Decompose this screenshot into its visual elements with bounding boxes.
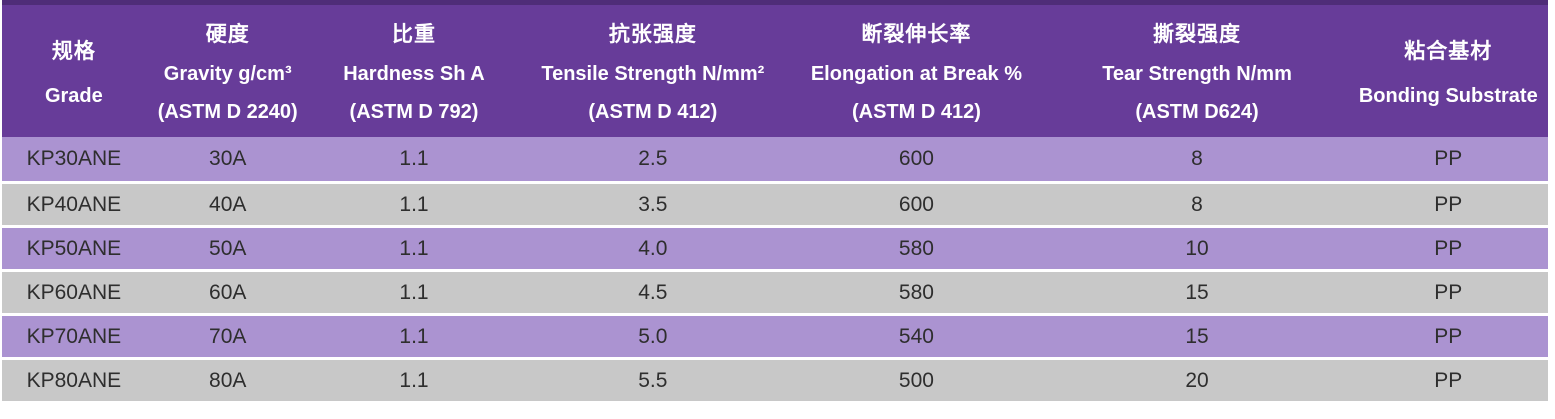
cell-tear: 15 [1045, 313, 1349, 357]
col-header-tear-strength-astm: (ASTM D624) [1135, 101, 1259, 123]
col-header-hardness-cn: 比重 [391, 23, 436, 46]
cell-hardness: 1.1 [309, 181, 519, 225]
col-header-elongation-astm: (ASTM D 412) [851, 101, 981, 123]
cell-tensile: 5.0 [518, 313, 788, 357]
col-header-tensile-strength: 抗张强度 Tensile Strength N/mm² (ASTM D 412) [518, 5, 788, 137]
cell-gravity: 60A [145, 269, 310, 313]
col-header-hardness-en: Hardness Sh A [343, 63, 485, 85]
cell-tensile: 4.5 [518, 269, 788, 313]
cell-tensile: 2.5 [518, 137, 788, 181]
header-row: 规格 Grade 硬度 Gravity g/cm³ (ASTM D 2240) … [2, 5, 1548, 137]
col-header-elongation-en: Elongation at Break % [810, 63, 1022, 85]
cell-substrate: PP [1348, 269, 1548, 313]
col-header-bonding-substrate-en: Bonding Substrate [1358, 84, 1538, 107]
cell-hardness: 1.1 [309, 269, 519, 313]
cell-grade: KP80ANE [2, 357, 146, 401]
col-header-tear-strength-cn: 撕裂强度 [1153, 23, 1242, 46]
cell-elongation: 580 [787, 269, 1046, 313]
spec-table: 规格 Grade 硬度 Gravity g/cm³ (ASTM D 2240) … [2, 5, 1548, 401]
cell-tear: 10 [1045, 225, 1349, 269]
cell-elongation: 580 [787, 225, 1046, 269]
cell-tear: 8 [1045, 137, 1349, 181]
col-header-tensile-strength-astm: (ASTM D 412) [588, 101, 718, 123]
col-header-gravity-astm: (ASTM D 2240) [157, 101, 298, 123]
cell-substrate: PP [1348, 313, 1548, 357]
cell-grade: KP70ANE [2, 313, 146, 357]
cell-hardness: 1.1 [309, 225, 519, 269]
cell-gravity: 50A [145, 225, 310, 269]
cell-tear: 20 [1045, 357, 1349, 401]
col-header-tensile-strength-en: Tensile Strength N/mm² [541, 63, 765, 85]
cell-substrate: PP [1348, 181, 1548, 225]
table-row-kp60ane: KP60ANE 60A 1.1 4.5 580 15 PP [2, 269, 1548, 313]
table-row-kp70ane: KP70ANE 70A 1.1 5.0 540 15 PP [2, 313, 1548, 357]
cell-hardness: 1.1 [309, 357, 519, 401]
cell-elongation: 600 [787, 137, 1046, 181]
col-header-elongation: 断裂伸长率 Elongation at Break % (ASTM D 412) [787, 5, 1046, 137]
cell-gravity: 40A [145, 181, 310, 225]
cell-substrate: PP [1348, 357, 1548, 401]
cell-gravity: 30A [145, 137, 310, 181]
col-header-tear-strength: 撕裂强度 Tear Strength N/mm (ASTM D624) [1045, 5, 1349, 137]
cell-tensile: 3.5 [518, 181, 788, 225]
cell-substrate: PP [1348, 225, 1548, 269]
table-row-kp30ane: KP30ANE 30A 1.1 2.5 600 8 PP [2, 137, 1548, 181]
col-header-bonding-substrate-cn: 粘合基材 [1404, 39, 1493, 63]
cell-tear: 8 [1045, 181, 1349, 225]
table-row-kp40ane: KP40ANE 40A 1.1 3.5 600 8 PP [2, 181, 1548, 225]
col-header-tensile-strength-cn: 抗张强度 [608, 23, 697, 46]
col-header-grade: 规格 Grade [2, 5, 146, 137]
col-header-grade-en: Grade [44, 84, 103, 107]
table-row-kp50ane: KP50ANE 50A 1.1 4.0 580 10 PP [2, 225, 1548, 269]
cell-grade: KP50ANE [2, 225, 146, 269]
cell-hardness: 1.1 [309, 313, 519, 357]
col-header-hardness-astm: (ASTM D 792) [349, 101, 479, 123]
cell-substrate: PP [1348, 137, 1548, 181]
cell-hardness: 1.1 [309, 137, 519, 181]
table-top-border [2, 0, 1548, 5]
col-header-grade-cn: 规格 [51, 39, 96, 63]
col-header-tear-strength-en: Tear Strength N/mm [1102, 63, 1292, 85]
cell-elongation: 600 [787, 181, 1046, 225]
cell-grade: KP40ANE [2, 181, 146, 225]
cell-gravity: 70A [145, 313, 310, 357]
col-header-elongation-cn: 断裂伸长率 [861, 23, 972, 46]
col-header-bonding-substrate: 粘合基材 Bonding Substrate [1348, 5, 1548, 137]
cell-tensile: 5.5 [518, 357, 788, 401]
col-header-gravity-cn: 硬度 [205, 23, 250, 46]
col-header-gravity-en: Gravity g/cm³ [163, 63, 292, 85]
cell-grade: KP60ANE [2, 269, 146, 313]
col-header-hardness: 比重 Hardness Sh A (ASTM D 792) [309, 5, 519, 137]
cell-tensile: 4.0 [518, 225, 788, 269]
cell-grade: KP30ANE [2, 137, 146, 181]
cell-tear: 15 [1045, 269, 1349, 313]
col-header-gravity: 硬度 Gravity g/cm³ (ASTM D 2240) [145, 5, 310, 137]
table-row-kp80ane: KP80ANE 80A 1.1 5.5 500 20 PP [2, 357, 1548, 401]
cell-elongation: 500 [787, 357, 1046, 401]
cell-gravity: 80A [145, 357, 310, 401]
cell-elongation: 540 [787, 313, 1046, 357]
